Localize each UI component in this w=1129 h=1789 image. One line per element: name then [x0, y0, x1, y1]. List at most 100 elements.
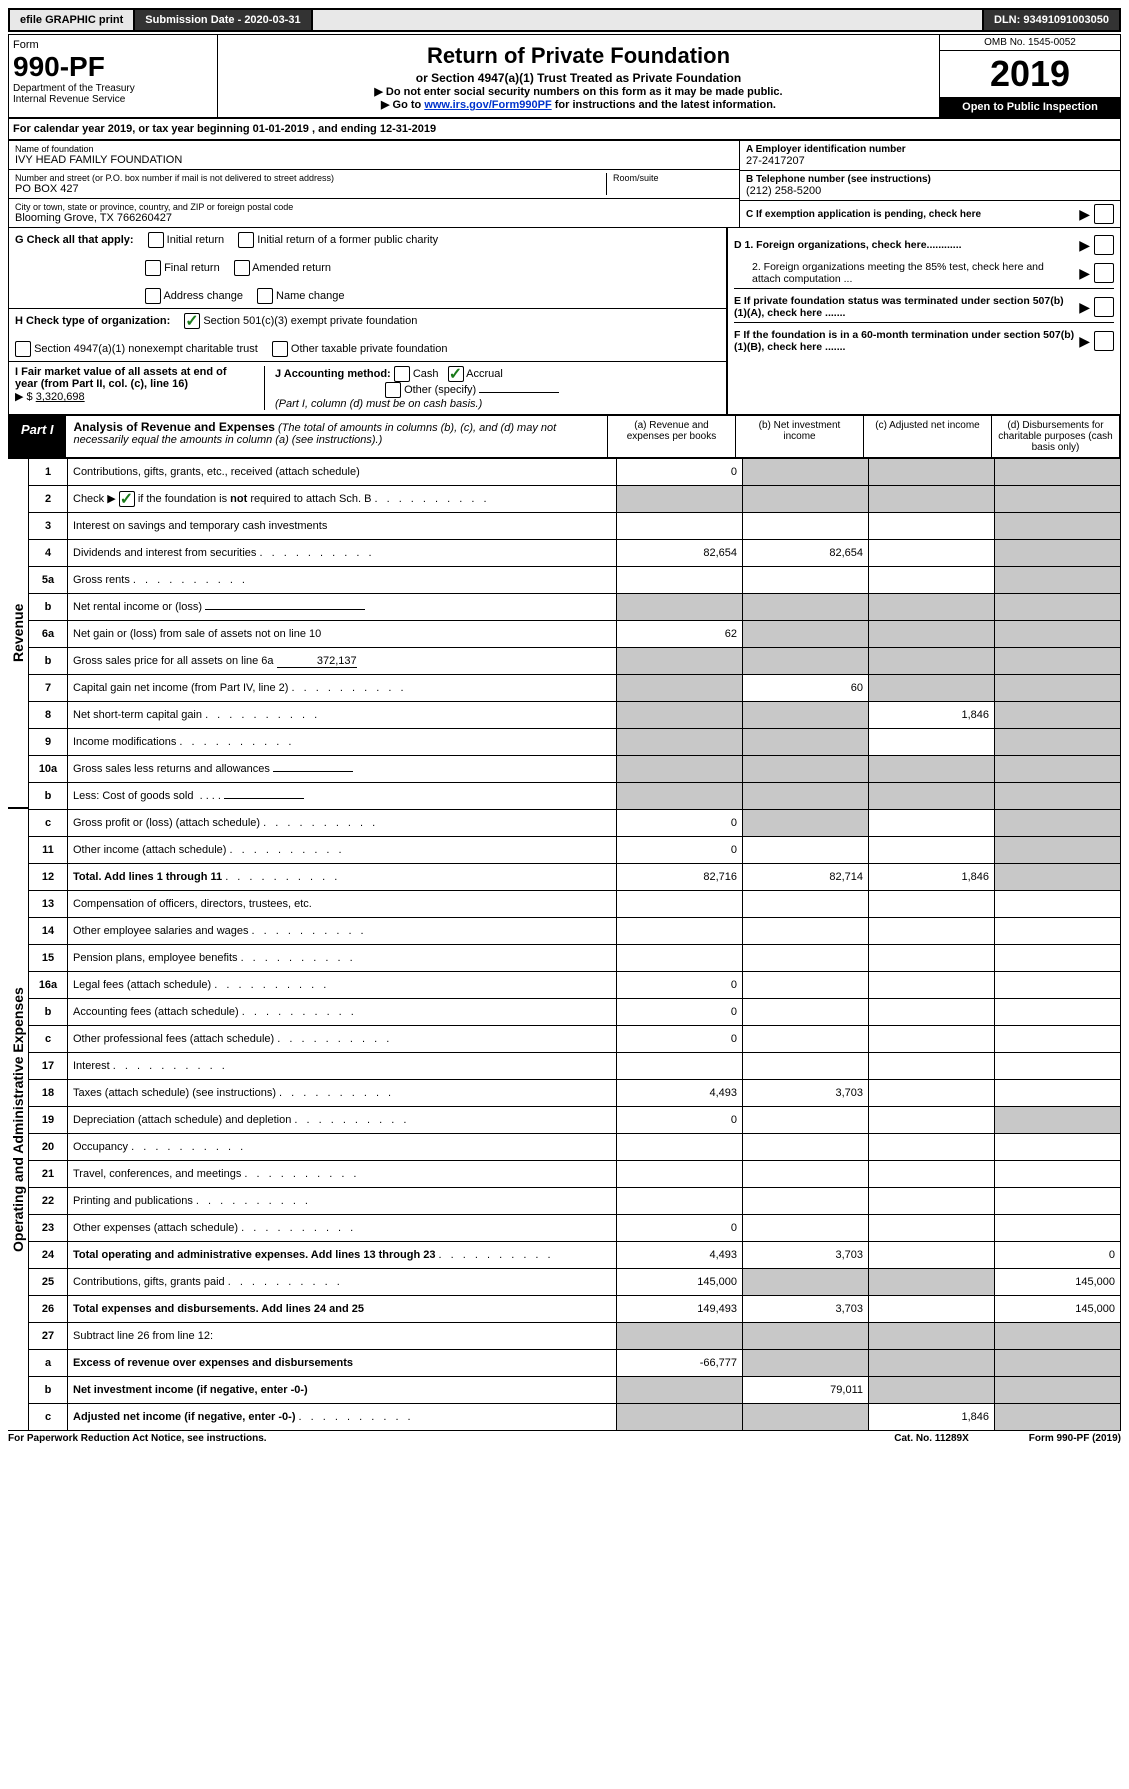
section-j-label: J Accounting method:: [275, 368, 391, 380]
opt-public: Initial return of a former public charit…: [257, 234, 438, 246]
table-row: cAdjusted net income (if negative, enter…: [29, 1404, 1121, 1431]
d2-label: 2. Foreign organizations meeting the 85%…: [734, 261, 1075, 285]
phone-cell: B Telephone number (see instructions) (2…: [740, 171, 1120, 201]
cal-pre: For calendar year 2019, or tax year begi…: [13, 123, 253, 135]
section-g-label: G Check all that apply:: [15, 234, 134, 246]
table-row: 17Interest: [29, 1053, 1121, 1080]
other-method-checkbox[interactable]: [385, 382, 401, 398]
phone-label: B Telephone number (see instructions): [746, 174, 1114, 185]
table-row: 9Income modifications: [29, 729, 1121, 756]
note-link-row: ▶ Go to www.irs.gov/Form990PF for instru…: [224, 98, 933, 111]
phone-value: (212) 258-5200: [746, 185, 1114, 197]
initial-public-checkbox[interactable]: [238, 232, 254, 248]
e-checkbox[interactable]: [1094, 297, 1114, 317]
expenses-label: Operating and Administrative Expenses: [8, 808, 29, 1431]
f-checkbox[interactable]: [1094, 331, 1114, 351]
opt-addr: Address change: [163, 290, 243, 302]
d2-checkbox[interactable]: [1094, 263, 1114, 283]
form-title: Return of Private Foundation: [224, 43, 933, 69]
footer-mid: Cat. No. 11289X: [894, 1433, 968, 1444]
col-d-header: (d) Disbursements for charitable purpose…: [991, 416, 1120, 457]
table-row: 6aNet gain or (loss) from sale of assets…: [29, 621, 1121, 648]
section-i-label: I Fair market value of all assets at end…: [15, 366, 227, 390]
d1-checkbox[interactable]: [1094, 235, 1114, 255]
initial-return-checkbox[interactable]: [148, 232, 164, 248]
footer: For Paperwork Reduction Act Notice, see …: [8, 1431, 1121, 1444]
room-label: Room/suite: [613, 173, 733, 183]
top-bar: efile GRAPHIC print Submission Date - 20…: [8, 8, 1121, 32]
other-specify-line[interactable]: [479, 392, 559, 393]
address-change-checkbox[interactable]: [145, 288, 161, 304]
year-col: OMB No. 1545-0052 2019 Open to Public In…: [939, 34, 1121, 118]
table-row: 1Contributions, gifts, grants, etc., rec…: [29, 459, 1121, 486]
analysis-table-wrap: Revenue Operating and Administrative Exp…: [8, 458, 1121, 1431]
foundation-name: IVY HEAD FAMILY FOUNDATION: [15, 154, 733, 166]
table-row: cOther professional fees (attach schedul…: [29, 1026, 1121, 1053]
section-def: D 1. Foreign organizations, check here..…: [727, 228, 1121, 415]
form-id-col: Form 990-PF Department of the Treasury I…: [8, 34, 218, 118]
cal-mid: , and ending: [309, 123, 380, 135]
section-j-note: (Part I, column (d) must be on cash basi…: [275, 398, 482, 410]
final-return-checkbox[interactable]: [145, 260, 161, 276]
table-row: 2Check ▶ if the foundation is not requir…: [29, 486, 1121, 513]
efile-print[interactable]: efile GRAPHIC print: [10, 10, 135, 30]
analysis-table: 1Contributions, gifts, grants, etc., rec…: [29, 458, 1121, 1431]
rental-input[interactable]: [205, 609, 365, 610]
other-taxable-checkbox[interactable]: [272, 341, 288, 357]
foundation-name-cell: Name of foundation IVY HEAD FAMILY FOUND…: [9, 141, 739, 170]
amended-checkbox[interactable]: [234, 260, 250, 276]
info-right: A Employer identification number 27-2417…: [739, 141, 1120, 227]
table-row: aExcess of revenue over expenses and dis…: [29, 1350, 1121, 1377]
table-row: cGross profit or (loss) (attach schedule…: [29, 810, 1121, 837]
opt-other-method: Other (specify): [404, 384, 476, 396]
opt-amended: Amended return: [252, 262, 331, 274]
form-label: Form: [13, 39, 213, 51]
section-h-label: H Check type of organization:: [15, 315, 170, 327]
table-row: 26Total expenses and disbursements. Add …: [29, 1296, 1121, 1323]
addr-label: Number and street (or P.O. box number if…: [15, 173, 606, 183]
opt-accrual: Accrual: [466, 368, 503, 380]
table-row: 10aGross sales less returns and allowanc…: [29, 756, 1121, 783]
dept-label: Department of the Treasury: [13, 83, 213, 94]
city-label: City or town, state or province, country…: [15, 202, 733, 212]
calendar-year-row: For calendar year 2019, or tax year begi…: [8, 118, 1121, 140]
table-row: 8Net short-term capital gain 1,846: [29, 702, 1121, 729]
section-g: G Check all that apply: Initial return I…: [8, 228, 727, 309]
arrow-icon: ▶: [1075, 265, 1094, 282]
cogs-input[interactable]: [224, 798, 304, 799]
col-c-header: (c) Adjusted net income: [863, 416, 991, 457]
table-row: 12Total. Add lines 1 through 11 82,71682…: [29, 864, 1121, 891]
note-ssn: ▶ Do not enter social security numbers o…: [224, 85, 933, 98]
cal-end: 12-31-2019: [380, 123, 436, 135]
ein-cell: A Employer identification number 27-2417…: [740, 141, 1120, 171]
section-ij: I Fair market value of all assets at end…: [8, 362, 727, 415]
opt-other-tax: Other taxable private foundation: [291, 343, 448, 355]
cash-checkbox[interactable]: [394, 366, 410, 382]
arrow-icon: ▶: [1075, 299, 1094, 316]
501c3-checkbox[interactable]: [184, 313, 200, 329]
gross-sales-returns-input[interactable]: [273, 771, 353, 772]
fmv-value: 3,320,698: [36, 391, 85, 403]
table-row: bLess: Cost of goods sold . . . .: [29, 783, 1121, 810]
table-row: 5aGross rents: [29, 567, 1121, 594]
table-row: bNet rental income or (loss): [29, 594, 1121, 621]
ein-value: 27-2417207: [746, 155, 1114, 167]
opt-501c3: Section 501(c)(3) exempt private foundat…: [203, 315, 417, 327]
table-row: 15Pension plans, employee benefits: [29, 945, 1121, 972]
address-cell: Number and street (or P.O. box number if…: [9, 170, 739, 199]
exemption-checkbox[interactable]: [1094, 204, 1114, 224]
form-subtitle: or Section 4947(a)(1) Trust Treated as P…: [224, 71, 933, 85]
form-number: 990-PF: [13, 51, 213, 83]
sch-b-checkbox[interactable]: [119, 491, 135, 507]
table-row: 27Subtract line 26 from line 12:: [29, 1323, 1121, 1350]
open-inspection: Open to Public Inspection: [940, 97, 1120, 117]
info-left: Name of foundation IVY HEAD FAMILY FOUND…: [9, 141, 739, 227]
4947-checkbox[interactable]: [15, 341, 31, 357]
irs-link[interactable]: www.irs.gov/Form990PF: [424, 99, 551, 111]
name-change-checkbox[interactable]: [257, 288, 273, 304]
ein-label: A Employer identification number: [746, 144, 1114, 155]
accrual-checkbox[interactable]: [448, 366, 464, 382]
note2-pre: ▶ Go to: [381, 99, 424, 111]
arrow-icon: ▶: [1075, 333, 1094, 350]
arrow-icon: ▶: [1075, 237, 1094, 254]
